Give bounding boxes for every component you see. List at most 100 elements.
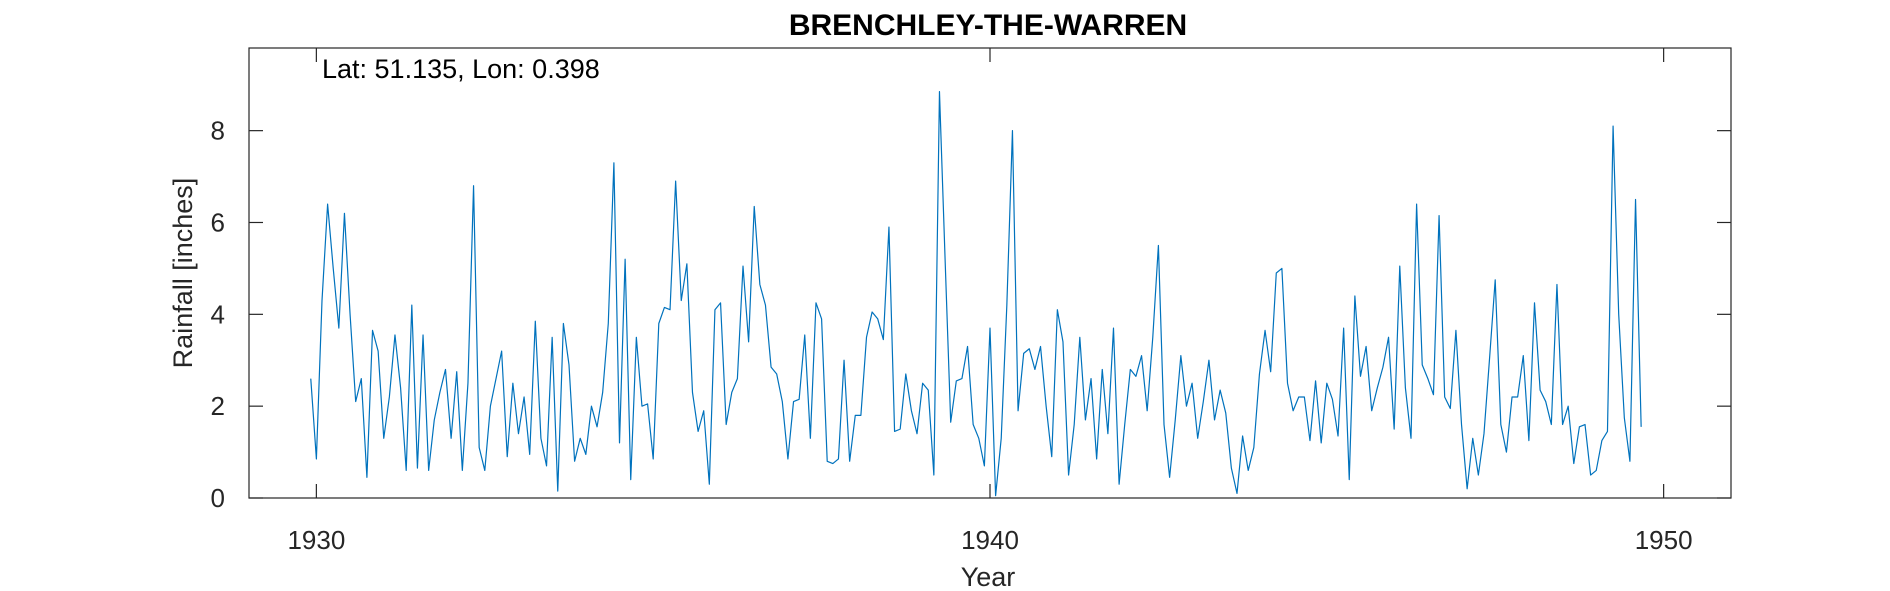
data-point (1388, 336, 1390, 338)
data-point (462, 470, 464, 472)
data-point (1545, 401, 1547, 403)
data-point (372, 330, 374, 332)
data-point (933, 474, 935, 476)
data-point (849, 460, 851, 462)
y-tick-label: 4 (211, 299, 225, 329)
data-point (1472, 438, 1474, 440)
data-point (1085, 419, 1087, 421)
data-point (720, 302, 722, 304)
data-point (1595, 470, 1597, 472)
data-point (433, 419, 435, 421)
data-point (1012, 130, 1014, 132)
data-point (1090, 378, 1092, 380)
data-point (417, 467, 419, 469)
data-point (1556, 284, 1558, 286)
data-point (478, 447, 480, 449)
data-point (1590, 474, 1592, 476)
data-point (1506, 451, 1508, 453)
data-point (714, 309, 716, 311)
data-point (753, 206, 755, 208)
data-point (652, 458, 654, 460)
data-point (1348, 479, 1350, 481)
y-tick-label: 2 (211, 391, 225, 421)
data-point (1292, 410, 1294, 412)
data-point (585, 454, 587, 456)
data-point (1450, 408, 1452, 410)
data-point (411, 304, 413, 306)
data-point (1466, 488, 1468, 490)
data-point (927, 389, 929, 391)
data-point (1062, 341, 1064, 343)
x-tick-label: 1950 (1635, 525, 1693, 555)
rainfall-series-line (310, 91, 1642, 497)
data-point (310, 378, 312, 380)
data-point (1629, 460, 1631, 462)
data-point (1264, 330, 1266, 332)
data-point (1393, 428, 1395, 430)
data-point (742, 265, 744, 267)
x-axis: 1930 1940 1950 (287, 48, 1693, 555)
data-point (748, 341, 750, 343)
data-point (843, 359, 845, 361)
data-point (860, 415, 862, 417)
data-point (1421, 364, 1423, 366)
data-point (1624, 417, 1626, 419)
data-point (1214, 419, 1216, 421)
data-point (619, 442, 621, 444)
data-point (467, 382, 469, 384)
data-point (518, 433, 520, 435)
data-point (1045, 405, 1047, 407)
data-point (680, 300, 682, 302)
x-tick-label: 1940 (961, 525, 1019, 555)
data-point (1040, 346, 1042, 348)
data-point (1365, 346, 1367, 348)
data-point (355, 401, 357, 403)
data-point (439, 392, 441, 394)
data-point (473, 185, 475, 187)
data-point (422, 334, 424, 336)
data-point (366, 477, 368, 479)
data-point (624, 258, 626, 260)
x-axis-title: Year (961, 562, 1016, 591)
data-point (1253, 447, 1255, 449)
data-point (1231, 467, 1233, 469)
data-point (978, 438, 980, 440)
data-point (832, 463, 834, 465)
data-point (389, 396, 391, 398)
data-point (1304, 396, 1306, 398)
data-point (445, 369, 447, 371)
data-point (579, 438, 581, 440)
data-point (557, 490, 559, 492)
data-point (911, 410, 913, 412)
x-tick-label: 1930 (287, 525, 345, 555)
data-point (894, 431, 896, 433)
data-point (1382, 366, 1384, 368)
data-point (647, 403, 649, 405)
data-point (1601, 440, 1603, 442)
data-point (1405, 387, 1407, 389)
data-point (495, 378, 497, 380)
data-point (826, 460, 828, 462)
data-point (1113, 327, 1115, 329)
data-point (686, 263, 688, 265)
data-point (428, 470, 430, 472)
data-point (1006, 304, 1008, 306)
data-point (1152, 336, 1154, 338)
data-point (1135, 376, 1137, 378)
data-point (377, 350, 379, 352)
data-point (349, 314, 351, 316)
data-point (1096, 458, 1098, 460)
data-point (1236, 493, 1238, 495)
data-point (1068, 474, 1070, 476)
data-point (669, 309, 671, 311)
y-axis-title: Rainfall [inches] (168, 178, 198, 369)
data-point (1073, 424, 1075, 426)
data-point (1461, 424, 1463, 426)
data-point (989, 327, 991, 329)
data-point (540, 438, 542, 440)
data-point (506, 456, 508, 458)
data-point (1028, 348, 1030, 350)
data-point (782, 401, 784, 403)
data-point (804, 334, 806, 336)
data-point (866, 336, 868, 338)
